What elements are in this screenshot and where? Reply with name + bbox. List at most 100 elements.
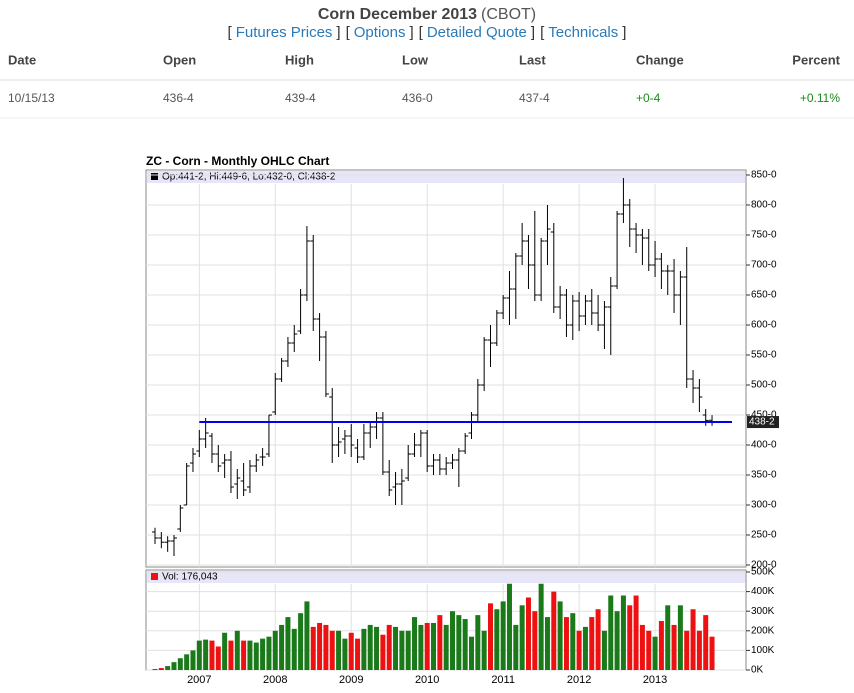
volume-bar [513,624,519,670]
volume-bar [323,624,329,670]
title: Corn December 2013 [318,6,477,23]
volume-bar [627,605,633,670]
volume-bar [684,630,690,670]
x-tick-label: 2007 [187,674,211,686]
volume-bar [203,639,209,670]
volume-bar [260,638,266,670]
x-tick-label: 2008 [263,674,287,686]
volume-bar [665,605,671,670]
link[interactable]: Futures Prices [236,24,333,41]
link[interactable]: Detailed Quote [427,24,527,41]
cell: 436-4 [163,91,194,105]
volume-bar [570,613,576,670]
volume-bar [677,605,683,670]
volume-bar [279,624,285,670]
volume-bar [608,595,614,670]
volume-bar [551,591,557,670]
volume-bar [247,640,253,670]
volume-bar [557,601,563,670]
bracket: [ [540,24,545,41]
link[interactable]: Options [354,24,406,41]
volume-bar [633,595,639,670]
volume-bar [399,630,405,670]
volume-bar [367,624,373,670]
volume-bar [601,630,607,670]
column-header: Open [163,52,196,67]
volume-bar [506,583,512,670]
volume-bar [652,636,658,670]
bracket: [ [419,24,424,41]
volume-bar [380,634,386,670]
volume-bar [329,630,335,670]
volume-bar [184,654,190,670]
y2-tick-label: 100K [751,645,775,656]
price-panel [145,169,747,568]
y-tick-label: 300-0 [751,500,777,511]
volume-bar [437,615,443,670]
y-tick-label: 250-0 [751,530,777,541]
volume-bar [487,603,493,670]
volume-bar [532,611,538,670]
y-tick-label: 200-0 [751,560,777,571]
volume-bar [658,621,664,670]
y-tick-label: 800-0 [751,200,777,211]
volume-bar [450,611,456,670]
link[interactable]: Technicals [548,24,618,41]
volume-bar [418,624,424,670]
grid: 200-0 250-0 300-0 350-0 400-0 450-0 500-0 550-0… [146,170,777,686]
volume-bar [405,630,411,670]
current-price-box [747,416,779,429]
volume-bar [576,630,582,670]
x-tick-label: 2012 [567,674,591,686]
volume-bar [475,615,481,670]
x-tick-label: 2009 [339,674,363,686]
cell: 439-4 [285,91,316,105]
x-tick-label: 2011 [491,674,515,686]
y-tick-label: 350-0 [751,470,777,481]
volume-bar [412,617,418,670]
volume-bar [272,630,278,670]
volume-bar [671,624,677,670]
cell: 436-0 [402,91,433,105]
volume-bar [519,605,525,670]
volume-bar [209,640,215,670]
quote-table: Date 10/15/13 Open 436-4 High 439-4 Low 436-0 La… [0,52,854,119]
volume-bar [690,609,696,670]
volume-bar [253,642,259,670]
links: [Futures Prices][Options][Detailed Quote… [228,24,627,41]
volume-bar [158,668,164,670]
y-tick-label: 550-0 [751,350,777,361]
marks: 438-2 [152,178,779,670]
y-tick-label: 650-0 [751,290,777,301]
volume-bar [582,626,588,670]
volume-bar [177,658,183,670]
volume-bar [336,630,342,670]
volume-bar [234,630,240,670]
column-header: Last [519,52,546,67]
volume-bar [374,626,380,670]
bracket: [ [228,24,233,41]
volume-bar [355,638,361,670]
volume-bar [222,632,228,670]
cell: 437-4 [519,91,550,105]
column-header: Low [402,52,429,67]
volume-bar [196,640,202,670]
legend-swatch [151,173,158,180]
volume-bar [544,617,550,670]
volume-bar [589,617,595,670]
bracket: ] [409,24,413,41]
y2-tick-label: 200K [751,625,775,636]
y-tick-label: 500-0 [751,380,777,391]
volume-bar [431,622,437,670]
column-header: Percent [792,52,840,67]
y-tick-label: 600-0 [751,320,777,331]
volume-bar [165,666,171,670]
volume-bar [563,617,569,670]
volume-legend: Vol: 176,043 [162,572,218,583]
y2-tick-label: 500K [751,567,775,578]
bracket: [ [346,24,351,41]
volume-bar [298,613,304,670]
volume-bar [525,597,531,670]
y-tick-label: 700-0 [751,260,777,271]
volume-bar [266,636,272,670]
